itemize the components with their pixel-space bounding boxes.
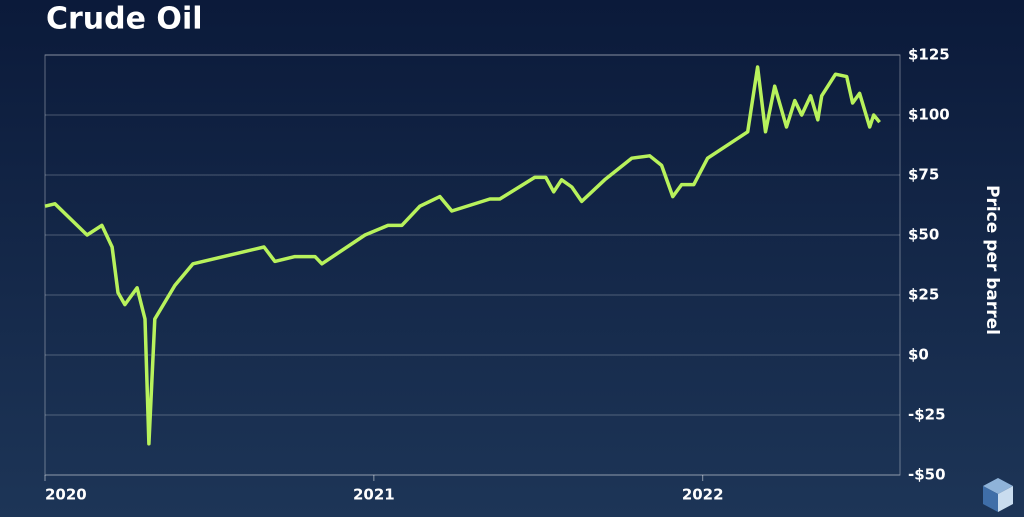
x-tick-label: 2021 <box>353 486 395 504</box>
plot-frame <box>44 54 901 476</box>
x-tick-label: 2022 <box>682 486 724 504</box>
y-tick-label: -$25 <box>908 406 946 424</box>
line-series <box>44 65 881 446</box>
y-tick-label: $125 <box>908 46 950 64</box>
y-tick-label: $25 <box>908 286 939 304</box>
y-tick-label: -$50 <box>908 466 946 484</box>
y-tick-label: $100 <box>908 106 950 124</box>
y-tick-label: $50 <box>908 226 939 244</box>
y-tick-label: $75 <box>908 166 939 184</box>
x-tick-label: 2020 <box>45 486 87 504</box>
chart-title: Crude Oil <box>46 2 203 37</box>
logo <box>983 478 1013 512</box>
y-axis-label: Price per barrel <box>982 185 1002 335</box>
y-tick-label: $0 <box>908 346 929 364</box>
